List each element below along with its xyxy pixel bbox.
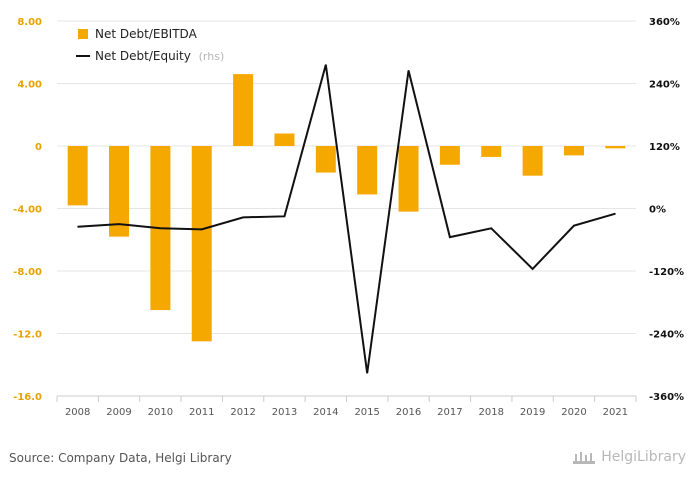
y-right-tick-label: 120% bbox=[649, 142, 680, 153]
x-tick-label: 2012 bbox=[230, 407, 255, 418]
bar-2015 bbox=[357, 146, 378, 195]
x-tick-label: 2014 bbox=[313, 407, 338, 418]
legend-label-line-name: Net Debt/Equity bbox=[95, 49, 191, 63]
y-right-tick-label: 360% bbox=[649, 17, 680, 28]
y-left-tick-label: 8.00 bbox=[17, 17, 42, 28]
x-tick-label: 2009 bbox=[106, 407, 131, 418]
line-path bbox=[77, 64, 616, 374]
y-right-tick-label: -120% bbox=[649, 267, 684, 278]
bar-2009 bbox=[109, 146, 130, 237]
line-point-2009 bbox=[118, 223, 120, 225]
brand-logo-text: HelgiLibrary bbox=[601, 449, 686, 465]
x-tick-label: 2010 bbox=[148, 407, 173, 418]
bar-series bbox=[67, 74, 626, 342]
legend: Net Debt/EBITDA Net Debt/Equity (rhs) bbox=[76, 27, 224, 63]
legend-swatch-bar bbox=[78, 29, 88, 39]
x-tick-label: 2013 bbox=[272, 407, 297, 418]
y-right-tick-label: -360% bbox=[649, 392, 684, 403]
bar-2019 bbox=[522, 146, 543, 176]
line-point-2011 bbox=[201, 228, 203, 230]
y-left-tick-label: -8.00 bbox=[13, 267, 42, 278]
x-tick-label: 2015 bbox=[354, 407, 379, 418]
library-columns-icon bbox=[573, 452, 596, 464]
line-point-2014 bbox=[325, 64, 327, 66]
line-point-2017 bbox=[449, 236, 451, 238]
y-left-tick-label: -12.0 bbox=[13, 330, 42, 341]
bar-2013 bbox=[274, 133, 295, 146]
y-right-tick-label: 240% bbox=[649, 80, 680, 91]
x-axis: 2008 2009 2010 2011 2012 2013 2014 2015 2016 2017… bbox=[65, 407, 628, 418]
bar-2018 bbox=[481, 146, 502, 157]
line-series bbox=[77, 64, 616, 374]
line-point-2013 bbox=[283, 215, 285, 217]
x-tick-label: 2017 bbox=[437, 407, 462, 418]
x-tick-label: 2018 bbox=[479, 407, 504, 418]
line-point-2015 bbox=[366, 372, 368, 374]
y-left-tick-label: -4.00 bbox=[13, 205, 42, 216]
x-tick-label: 2008 bbox=[65, 407, 90, 418]
x-tick-label: 2019 bbox=[520, 407, 545, 418]
bar-2020 bbox=[563, 146, 584, 156]
bar-2008 bbox=[67, 146, 88, 206]
y-axis-right: 360% 240% 120% 0% -120% -240% -360% bbox=[649, 17, 684, 403]
legend-label-line-suffix: (rhs) bbox=[199, 50, 225, 63]
x-tick-label: 2011 bbox=[189, 407, 214, 418]
bar-2014 bbox=[315, 146, 336, 173]
line-point-2021 bbox=[614, 213, 616, 215]
legend-label-line: Net Debt/Equity (rhs) bbox=[95, 49, 224, 63]
line-point-2012 bbox=[242, 216, 244, 218]
bar-2016 bbox=[398, 146, 419, 212]
bar-2012 bbox=[233, 74, 254, 146]
brand-logo: HelgiLibrary bbox=[573, 449, 686, 465]
x-tick-label: 2021 bbox=[603, 407, 628, 418]
source-note: Source: Company Data, Helgi Library bbox=[9, 451, 232, 465]
line-point-2016 bbox=[408, 69, 410, 71]
line-point-2020 bbox=[573, 225, 575, 227]
x-tick-label: 2020 bbox=[561, 407, 586, 418]
line-point-2019 bbox=[532, 268, 534, 270]
y-axis-left: 8.00 4.00 0 -4.00 -8.00 -12.0 -16.0 bbox=[13, 17, 42, 403]
legend-label-bar: Net Debt/EBITDA bbox=[95, 27, 198, 41]
line-point-2008 bbox=[77, 226, 79, 228]
bar-2011 bbox=[191, 146, 212, 342]
y-left-tick-label: 4.00 bbox=[17, 80, 42, 91]
line-point-2010 bbox=[159, 227, 161, 229]
line-point-2018 bbox=[490, 227, 492, 229]
x-tick-label: 2016 bbox=[396, 407, 421, 418]
y-right-tick-label: 0% bbox=[649, 205, 666, 216]
y-left-tick-label: -16.0 bbox=[13, 392, 42, 403]
y-left-tick-label: 0 bbox=[35, 142, 42, 153]
bar-2021 bbox=[605, 146, 626, 149]
bar-2017 bbox=[439, 146, 460, 165]
y-right-tick-label: -240% bbox=[649, 330, 684, 341]
